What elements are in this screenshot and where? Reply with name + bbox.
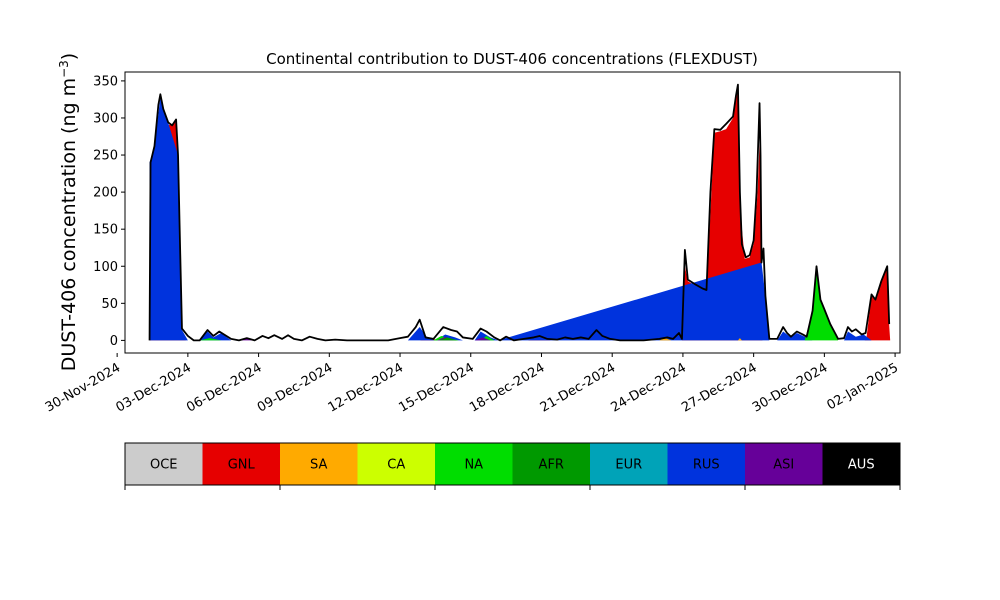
x-tick-label: 09-Dec-2024 <box>255 360 335 415</box>
colorbar-swatch-rus <box>667 443 745 485</box>
colorbar-swatch-eur <box>590 443 668 485</box>
series-line-total <box>148 83 891 342</box>
y-tick-label: 100 <box>93 260 118 275</box>
series-area-asi <box>474 337 491 341</box>
series-area-afr <box>439 337 457 341</box>
colorbar-frame <box>124 442 901 486</box>
x-tick-label: 03-Dec-2024 <box>113 360 193 415</box>
colorbar-label-afr: AFR <box>539 458 564 473</box>
colorbar-swatch-aus <box>822 443 900 485</box>
x-tick-label: 21-Dec-2024 <box>538 360 618 415</box>
x-tick-label: 06-Dec-2024 <box>184 360 264 415</box>
y-axis-label: DUST-406 concentration (ng m−3) <box>57 53 80 371</box>
series-area-rus <box>149 97 188 341</box>
series-area-sa <box>737 338 742 341</box>
colorbar-label-aus: AUS <box>848 458 875 473</box>
y-tick-label: 50 <box>101 297 118 312</box>
x-axis: 30-Nov-202403-Dec-202406-Dec-202409-Dec-… <box>43 353 901 416</box>
x-tick-label: 30-Nov-2024 <box>43 360 123 415</box>
colorbar-label-oce: OCE <box>150 458 178 473</box>
x-tick-label: 30-Dec-2024 <box>750 360 830 415</box>
series-area-rus <box>407 327 436 341</box>
colorbar-swatch-ca <box>357 443 435 485</box>
y-tick-label: 350 <box>93 74 118 89</box>
series-area-gnl <box>864 267 891 341</box>
colorbar-swatch-afr <box>512 443 590 485</box>
colorbar-label-ca: CA <box>387 458 405 473</box>
y-tick-label: 200 <box>93 186 118 201</box>
y-tick-label: 250 <box>93 149 118 164</box>
colorbar-swatch-sa <box>280 443 358 485</box>
colorbar-label-eur: EUR <box>615 458 642 473</box>
chart-title: Continental contribution to DUST-406 con… <box>266 50 758 68</box>
series-area-na <box>199 338 222 341</box>
series-area-rus <box>777 331 813 341</box>
plot-area <box>124 71 901 354</box>
series-area-sa <box>659 338 672 341</box>
x-tick-label: 02-Jan-2025 <box>824 360 901 413</box>
y-tick-label: 0 <box>110 334 118 349</box>
colorbar-label-sa: SA <box>310 458 327 473</box>
series-area-rus <box>844 331 872 341</box>
colorbar-label-na: NA <box>464 458 483 473</box>
x-tick-label: 24-Dec-2024 <box>609 360 689 415</box>
y-tick-label: 300 <box>93 111 118 126</box>
colorbar-label-gnl: GNL <box>228 458 256 473</box>
colorbar-swatch-asi <box>745 443 823 485</box>
colorbar-label-rus: RUS <box>693 458 720 473</box>
x-tick-label: 12-Dec-2024 <box>326 360 406 415</box>
x-tick-label: 15-Dec-2024 <box>396 360 476 415</box>
x-tick-label: 18-Dec-2024 <box>467 360 547 415</box>
colorbar-swatch-oce <box>125 443 203 485</box>
y-axis-label-superscript: −3 <box>57 60 71 78</box>
colorbar-swatch-na <box>435 443 513 485</box>
colorbar-swatch-gnl <box>202 443 280 485</box>
region-colorbar-legend: OCE GNL SA CA NA AFR EUR RUS ASI AUS <box>124 442 901 490</box>
y-axis: 0 50 100 150 200 250 300 350 <box>93 74 125 349</box>
series-area-rus <box>498 262 770 341</box>
series-area-rus <box>199 331 232 341</box>
plot-frame <box>124 71 901 354</box>
colorbar-label-asi: ASI <box>773 458 794 473</box>
x-tick-label: 27-Dec-2024 <box>679 360 759 415</box>
y-tick-label: 150 <box>93 223 118 238</box>
